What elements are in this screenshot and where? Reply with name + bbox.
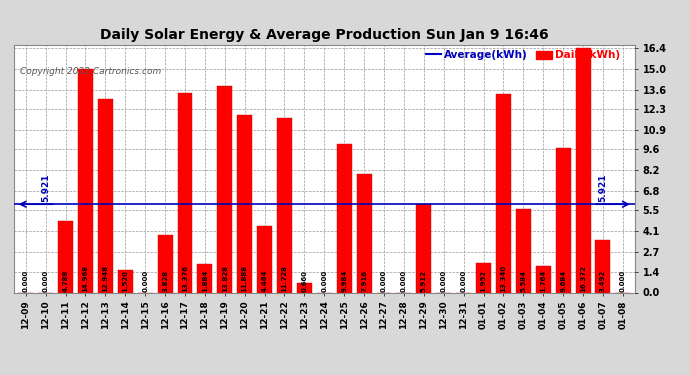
Text: 4.464: 4.464: [262, 269, 268, 292]
Text: 1.520: 1.520: [122, 270, 128, 292]
Text: 9.684: 9.684: [560, 270, 566, 292]
Bar: [197, 264, 213, 292]
Text: 13.376: 13.376: [182, 265, 188, 292]
Bar: [58, 221, 73, 292]
Text: 11.888: 11.888: [241, 265, 248, 292]
Bar: [496, 94, 511, 292]
Text: 5.912: 5.912: [421, 270, 427, 292]
Bar: [476, 263, 491, 292]
Text: 7.916: 7.916: [361, 270, 367, 292]
Text: 3.828: 3.828: [162, 270, 168, 292]
Text: 12.948: 12.948: [102, 265, 108, 292]
Text: 4.788: 4.788: [63, 269, 68, 292]
Bar: [237, 115, 252, 292]
Bar: [277, 118, 292, 292]
Bar: [157, 236, 172, 292]
Legend: Average(kWh), Daily(kWh): Average(kWh), Daily(kWh): [426, 50, 620, 60]
Bar: [337, 144, 352, 292]
Text: 13.340: 13.340: [500, 264, 506, 292]
Text: 0.000: 0.000: [620, 270, 626, 292]
Text: Copyright 2022 Cartronics.com: Copyright 2022 Cartronics.com: [20, 67, 161, 76]
Text: 5.584: 5.584: [520, 270, 526, 292]
Text: 9.984: 9.984: [341, 269, 347, 292]
Bar: [297, 283, 312, 292]
Bar: [555, 148, 571, 292]
Text: 0.660: 0.660: [302, 270, 308, 292]
Text: 13.828: 13.828: [221, 265, 228, 292]
Bar: [416, 204, 431, 292]
Text: 1.884: 1.884: [202, 269, 208, 292]
Text: 16.372: 16.372: [580, 265, 586, 292]
Bar: [257, 226, 272, 292]
Bar: [575, 48, 591, 292]
Bar: [118, 270, 132, 292]
Bar: [516, 209, 531, 292]
Bar: [98, 99, 113, 292]
Bar: [177, 93, 193, 292]
Text: 0.000: 0.000: [43, 270, 49, 292]
Text: 11.728: 11.728: [282, 265, 288, 292]
Text: 0.000: 0.000: [322, 270, 327, 292]
Bar: [357, 174, 372, 292]
Text: 0.000: 0.000: [142, 270, 148, 292]
Text: 5.921: 5.921: [598, 174, 607, 202]
Text: 0.000: 0.000: [441, 270, 446, 292]
Text: 1.952: 1.952: [480, 270, 486, 292]
Text: 0.000: 0.000: [401, 270, 407, 292]
Bar: [595, 240, 611, 292]
Text: 14.968: 14.968: [82, 265, 88, 292]
Text: 0.000: 0.000: [23, 270, 29, 292]
Title: Daily Solar Energy & Average Production Sun Jan 9 16:46: Daily Solar Energy & Average Production …: [100, 28, 549, 42]
Text: 3.492: 3.492: [600, 270, 606, 292]
Bar: [535, 266, 551, 292]
Text: 0.000: 0.000: [381, 270, 387, 292]
Text: 5.921: 5.921: [41, 174, 50, 202]
Text: 0.000: 0.000: [461, 270, 466, 292]
Bar: [78, 69, 93, 292]
Bar: [217, 86, 233, 292]
Text: 1.764: 1.764: [540, 270, 546, 292]
